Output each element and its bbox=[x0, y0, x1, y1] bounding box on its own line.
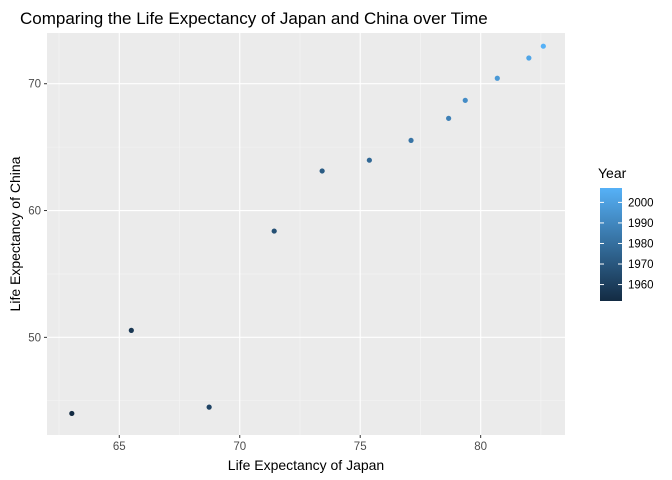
y-tick-label: 60 bbox=[28, 206, 41, 218]
data-point bbox=[526, 55, 532, 61]
legend-tick-label: 1980 bbox=[628, 238, 654, 250]
data-point bbox=[319, 168, 325, 174]
x-tick-label: 75 bbox=[354, 441, 367, 453]
chart-title: Comparing the Life Expectancy of Japan a… bbox=[20, 9, 488, 28]
legend-tick-label: 2000 bbox=[628, 197, 654, 209]
legend-title: Year bbox=[598, 165, 627, 181]
x-tick-label: 65 bbox=[113, 441, 126, 453]
grid-major bbox=[47, 33, 565, 435]
data-point bbox=[271, 228, 277, 234]
data-point bbox=[408, 137, 414, 144]
legend-colorbar bbox=[600, 188, 622, 301]
y-tick-label: 70 bbox=[28, 79, 41, 91]
legend-tick-label: 1990 bbox=[628, 218, 654, 230]
legend-ticks: 1960 1970 1980 1990 2000 bbox=[600, 197, 654, 292]
y-axis-title: Life Expectancy of China bbox=[7, 156, 23, 311]
data-point bbox=[446, 115, 452, 121]
data-point bbox=[366, 157, 372, 163]
data-point bbox=[69, 410, 75, 417]
x-tick-label: 70 bbox=[233, 441, 246, 453]
data-points bbox=[69, 43, 546, 417]
y-axis-ticks: 50 60 70 bbox=[28, 79, 47, 344]
legend-tick-label: 1970 bbox=[628, 259, 654, 271]
legend-tick-label: 1960 bbox=[628, 280, 654, 292]
y-tick-label: 50 bbox=[28, 332, 41, 344]
data-point bbox=[540, 43, 546, 49]
data-point bbox=[462, 97, 468, 103]
x-axis-ticks: 65 70 75 80 bbox=[113, 435, 487, 453]
x-tick-label: 80 bbox=[474, 441, 487, 453]
data-point bbox=[128, 327, 134, 333]
legend: Year 1960 1970 1980 1990 2000 bbox=[598, 165, 654, 301]
grid-minor bbox=[47, 33, 565, 435]
plot-panel bbox=[47, 33, 565, 435]
data-point bbox=[494, 75, 500, 81]
data-point bbox=[206, 404, 212, 410]
x-axis-title: Life Expectancy of Japan bbox=[228, 457, 384, 473]
